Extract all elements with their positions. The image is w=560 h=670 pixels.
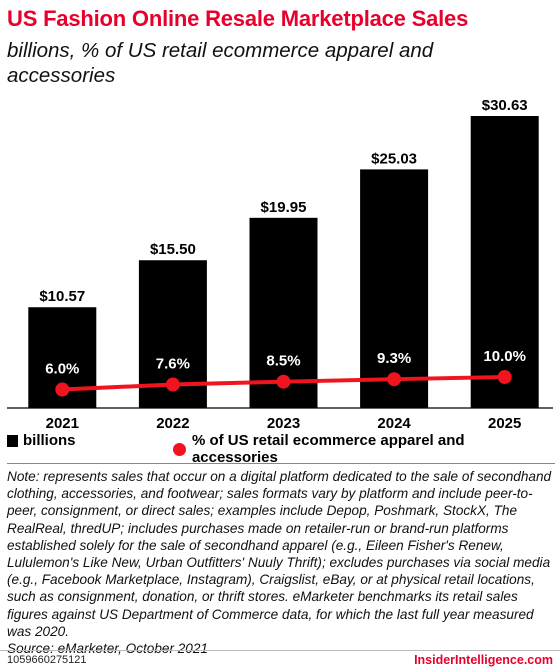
chart-subtitle: billions, % of US retail ecommerce appar… [7,39,434,87]
percent-point [497,370,512,384]
x-tick-label: 2022 [156,415,189,430]
legend-label-billions: billions [23,432,76,449]
percent-label: 8.5% [266,353,300,370]
bar-value-label: $25.03 [371,150,417,167]
percent-label: 7.6% [156,356,190,373]
x-tick-label: 2025 [488,415,521,430]
bar-value-label: $30.63 [482,100,528,114]
x-tick-label: 2024 [377,415,411,430]
labels-layer: $10.57 2021 6.0% $15.50 2022 7.6% $19.95 2023 8.… [39,100,527,430]
bar-2024 [360,169,429,408]
chart-title: US Fashion Online Resale Marketplace Sal… [7,6,469,31]
x-tick-label: 2021 [46,415,79,430]
bar-value-label: $15.50 [150,241,196,258]
legend-bar-swatch [7,434,18,447]
percent-label: 9.3% [377,350,411,367]
legend-item-billions: billions [7,432,76,449]
legend-dot-swatch [173,442,186,456]
percent-point [55,382,70,397]
percent-point [387,372,402,387]
bar-value-label: $10.57 [39,288,85,305]
chart-id: 1059660275121 [7,654,87,666]
bars-layer [28,116,539,408]
percent-label: 10.0% [483,348,526,365]
percent-point [165,377,180,392]
chart-note-block: Note: represents sales that occur on a d… [7,463,555,657]
line-layer [55,370,512,397]
brand-link[interactable]: InsiderIntelligence.com [414,653,553,667]
footer: 1059660275121 InsiderIntelligence.com [0,650,560,670]
chart-source: Source: eMarketer, October 2021 [7,641,208,657]
legend-item-percent: % of US retail ecommerce apparel and acc… [173,432,553,466]
bar-2025 [470,116,539,408]
chart-note: Note: represents sales that occur on a d… [7,469,552,639]
legend: billions % of US retail ecommerce appare… [7,432,553,466]
x-tick-label: 2023 [267,415,300,430]
legend-label-percent: % of US retail ecommerce apparel and acc… [191,432,465,466]
chart-area: $10.57 2021 6.0% $15.50 2022 7.6% $19.95 2023 8.… [7,100,553,430]
percent-point [276,374,291,389]
bar-value-label: $19.95 [261,199,307,216]
percent-label: 6.0% [45,361,79,378]
